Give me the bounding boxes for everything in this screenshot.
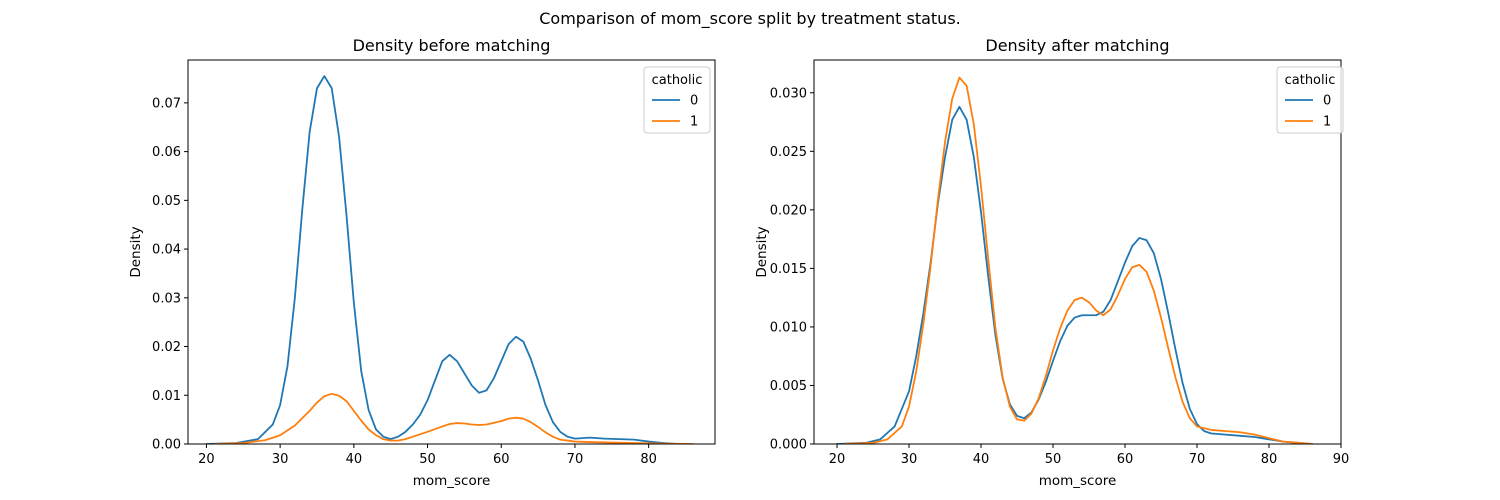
y-tick-label: 0.005 — [770, 379, 807, 394]
x-tick-label: 90 — [1333, 452, 1350, 467]
x-tick-label: 40 — [973, 452, 990, 467]
y-axis-label: Density — [128, 226, 144, 277]
y-tick-label: 0.03 — [152, 291, 181, 306]
y-tick-label: 0.010 — [770, 320, 807, 335]
x-tick-label: 60 — [493, 452, 510, 467]
x-tick-label: 40 — [346, 452, 363, 467]
x-tick-label: 60 — [1117, 452, 1134, 467]
x-tick-label: 80 — [1261, 452, 1278, 467]
legend-label-catholic-0: 0 — [690, 94, 698, 109]
axes-frame — [813, 59, 1342, 445]
legend-label-catholic-1: 1 — [690, 115, 698, 130]
y-tick-label: 0.01 — [152, 389, 181, 404]
x-tick-label: 20 — [198, 452, 215, 467]
x-tick-label: 30 — [901, 452, 918, 467]
legend-label-catholic-1: 1 — [1323, 115, 1331, 130]
y-tick-label: 0.07 — [152, 96, 181, 111]
legend: catholic 0 1 — [643, 66, 711, 134]
x-axis-label: mom_score — [1039, 473, 1117, 489]
x-tick-label: 50 — [419, 452, 436, 467]
x-tick-label: 70 — [567, 452, 584, 467]
figure-suptitle: Comparison of mom_score split by treatme… — [539, 9, 960, 29]
series-line-catholic-1 — [843, 76, 1314, 444]
series-group — [205, 75, 694, 444]
y-tick-label: 0.04 — [152, 243, 181, 258]
chart-title: Density before matching — [353, 36, 551, 55]
x-tick-label: 50 — [1045, 452, 1062, 467]
y-tick-label: 0.00 — [152, 438, 181, 453]
x-tick-label: 70 — [1189, 452, 1206, 467]
x-tick-label: 80 — [640, 452, 657, 467]
axes-frame — [187, 59, 716, 445]
y-tick-label: 0.020 — [770, 203, 807, 218]
panel-density-after-matching: Density after matching 20 30 40 50 60 70 80 90 0.… — [754, 36, 1349, 489]
legend: catholic 0 1 — [1276, 66, 1344, 134]
y-tick-label: 0.06 — [152, 145, 181, 160]
series-group — [836, 76, 1314, 444]
x-tick-label: 30 — [272, 452, 289, 467]
chart-title: Density after matching — [985, 36, 1169, 55]
y-tick-label: 0.030 — [770, 86, 807, 101]
panel-density-before-matching: Density before matching 20 30 40 50 60 70 80 0.0… — [128, 36, 716, 489]
series-line-catholic-0 — [205, 75, 680, 444]
y-tick-label: 0.000 — [770, 438, 807, 453]
y-tick-label: 0.015 — [770, 262, 807, 277]
x-tick-label: 20 — [829, 452, 846, 467]
y-tick-label: 0.025 — [770, 145, 807, 160]
y-tick-label: 0.05 — [152, 194, 181, 209]
x-axis-label: mom_score — [413, 473, 491, 489]
legend-title: catholic — [1285, 73, 1336, 88]
series-line-catholic-0 — [836, 105, 1314, 444]
y-tick-label: 0.02 — [152, 340, 181, 355]
legend-title: catholic — [652, 73, 703, 88]
y-axis-label: Density — [754, 226, 770, 277]
legend-label-catholic-0: 0 — [1323, 94, 1331, 109]
series-line-catholic-1 — [212, 392, 694, 444]
